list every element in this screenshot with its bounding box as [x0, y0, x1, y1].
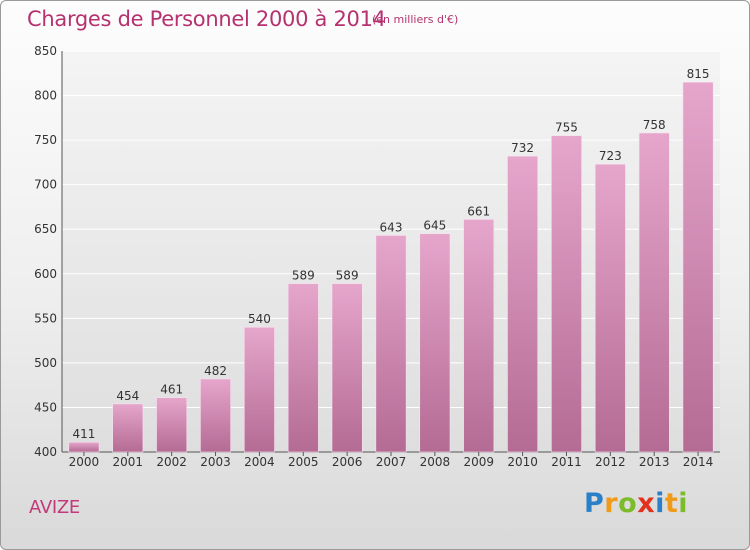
y-tick-label: 700 — [34, 178, 57, 192]
bar — [156, 397, 188, 453]
chart-title: Charges de Personnel 2000 à 2014 — [27, 7, 386, 31]
bar-value-label: 645 — [423, 219, 446, 233]
bar — [594, 163, 626, 453]
bar — [638, 132, 670, 453]
y-tick-label: 500 — [34, 356, 57, 370]
x-tick-label: 2012 — [595, 455, 626, 469]
bar-value-label: 540 — [248, 312, 271, 326]
bar — [243, 326, 275, 453]
bar-value-label: 815 — [687, 67, 710, 81]
x-tick-label: 2001 — [113, 455, 144, 469]
bar-value-label: 755 — [555, 121, 578, 135]
bar — [463, 219, 495, 453]
x-tick-label: 2003 — [200, 455, 231, 469]
x-tick-label: 2000 — [69, 455, 100, 469]
chart-subtitle: (en milliers d'€) — [372, 13, 459, 26]
bar-value-label: 758 — [643, 118, 666, 132]
bar — [375, 235, 407, 453]
bar-value-label: 461 — [160, 383, 183, 397]
plot-area: 400 450 500 550 600 650 700 750 800 850 411 2000 454… — [34, 44, 720, 469]
bar-value-label: 643 — [380, 220, 403, 234]
y-tick-label: 750 — [34, 133, 57, 147]
bar — [112, 403, 144, 453]
x-tick-label: 2011 — [551, 455, 582, 469]
x-tick-label: 2007 — [376, 455, 407, 469]
y-tick-label: 450 — [34, 400, 57, 414]
proxiti-logo[interactable]: Proxiti — [584, 488, 689, 519]
y-tick-label: 400 — [34, 445, 57, 459]
y-tick-label: 550 — [34, 311, 57, 325]
x-tick-label: 2008 — [420, 455, 451, 469]
bar — [287, 283, 319, 453]
y-tick-label: 650 — [34, 222, 57, 236]
bar-value-label: 723 — [599, 149, 622, 163]
commune-name: AVIZE — [29, 497, 80, 518]
x-tick-label: 2006 — [332, 455, 363, 469]
bar — [68, 441, 100, 453]
x-tick-label: 2010 — [507, 455, 538, 469]
y-tick-label: 800 — [34, 89, 57, 103]
x-tick-label: 2002 — [156, 455, 187, 469]
x-tick-label: 2013 — [639, 455, 670, 469]
bar-value-label: 589 — [336, 269, 359, 283]
bar — [331, 283, 363, 453]
bar-value-label: 732 — [511, 141, 534, 155]
bar — [200, 378, 231, 453]
x-tick-label: 2004 — [244, 455, 275, 469]
bar-value-label: 482 — [204, 364, 227, 378]
bar-value-label: 411 — [72, 427, 95, 441]
y-tick-label: 600 — [34, 267, 57, 281]
x-tick-label: 2009 — [463, 455, 494, 469]
bar — [507, 155, 539, 453]
bar — [419, 233, 451, 453]
bar — [682, 81, 714, 453]
bar — [551, 135, 582, 453]
x-tick-label: 2005 — [288, 455, 319, 469]
bar-value-label: 454 — [116, 389, 139, 403]
y-tick-label: 850 — [34, 44, 57, 58]
bar-value-label: 589 — [292, 269, 315, 283]
bar-value-label: 661 — [467, 204, 490, 218]
x-tick-label: 2014 — [683, 455, 714, 469]
